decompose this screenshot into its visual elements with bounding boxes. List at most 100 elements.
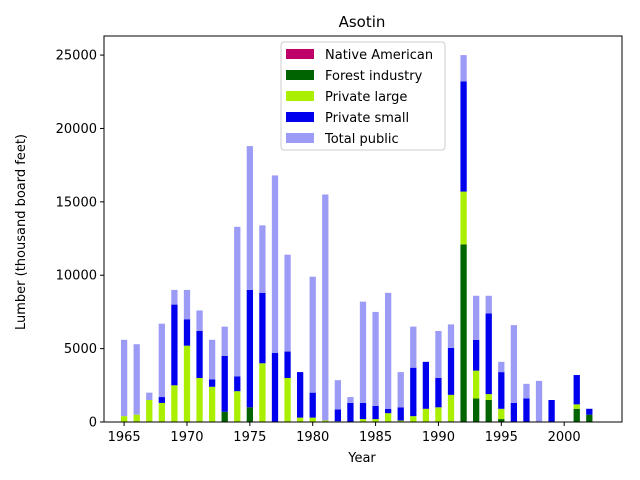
y-tick-label: 0: [89, 416, 97, 431]
bar-segment: [120, 416, 128, 422]
bar-segment: [447, 394, 455, 422]
bar-segment: [372, 405, 379, 420]
bar-segment: [259, 225, 266, 293]
bar-segment: [573, 408, 580, 422]
bar-segment: [586, 408, 593, 415]
legend-label: Forest industry: [325, 69, 423, 84]
bar-segment: [196, 310, 203, 332]
bar-segment: [410, 416, 417, 422]
bar-segment: [309, 276, 316, 393]
bar-segment: [485, 313, 492, 395]
bar-segment: [397, 372, 404, 408]
bar-segment: [234, 376, 241, 392]
bar-segment: [460, 55, 467, 82]
y-tick-label: 10000: [56, 269, 97, 284]
bar-segment: [385, 408, 392, 414]
axes-frame: [103, 35, 623, 423]
y-tick-label: 25000: [56, 49, 97, 64]
bar-segment: [284, 254, 291, 352]
bar-segment: [259, 292, 266, 364]
bar-segment: [586, 414, 593, 422]
legend-swatch: [286, 49, 314, 59]
legend-swatch: [286, 70, 314, 80]
legend-swatch: [286, 112, 314, 122]
bar-segment: [221, 326, 228, 356]
bar-segment: [208, 386, 216, 422]
bar-segment: [246, 407, 253, 422]
bar-segment: [146, 392, 153, 400]
x-tick-label: 2000: [548, 430, 581, 445]
bar-segment: [510, 402, 518, 422]
bar-segment: [385, 413, 392, 422]
bar-segment: [259, 363, 266, 422]
bar-segment: [183, 345, 191, 422]
bar-segment: [447, 324, 455, 348]
bar-segment: [397, 407, 404, 421]
bar-segment: [171, 385, 178, 422]
bar-segment: [385, 292, 392, 409]
bar-segment: [158, 323, 165, 398]
bar-segment: [485, 399, 492, 422]
bar-segment: [133, 414, 140, 422]
bar-segment: [196, 331, 203, 378]
bar-segment: [246, 289, 253, 408]
bar-segment: [133, 344, 140, 415]
bar-segment: [271, 353, 279, 422]
bar-segment: [498, 372, 505, 409]
bar-segment: [334, 380, 341, 410]
bar-segment: [498, 361, 505, 373]
bar-segment: [435, 407, 442, 422]
axes: 1965 1970 1975 1980 1985 1990 1995 200005000100…: [56, 35, 623, 445]
legend-swatch: [286, 91, 314, 101]
legend-label: Total public: [324, 132, 399, 147]
bar-segment: [208, 339, 216, 380]
bar-segment: [183, 319, 191, 346]
bar-segment: [158, 397, 165, 403]
y-axis-label: Lumber (thousand board feet): [14, 134, 29, 330]
bar-segment: [372, 311, 379, 406]
bar-segment: [347, 397, 354, 403]
bar-segment: [359, 402, 367, 420]
bar-segment: [359, 419, 367, 422]
bar-segment: [284, 377, 291, 422]
legend: Native American Forest industry Private la…: [280, 41, 446, 151]
bar-segment: [460, 244, 467, 422]
bar-segment: [347, 402, 354, 422]
plot-area: [120, 55, 593, 422]
bar-segment: [146, 399, 153, 422]
x-axis-label: Year: [347, 451, 376, 466]
bar-segment: [322, 194, 329, 421]
bar-segment: [460, 191, 467, 245]
x-tick-label: 1970: [170, 430, 203, 445]
bar-segment: [535, 380, 543, 422]
bar-segment: [271, 175, 279, 354]
bar-segment: [473, 295, 480, 340]
bar-segment: [183, 289, 191, 320]
bar-segment: [296, 372, 304, 418]
legend-label: Private large: [325, 90, 407, 105]
bar-segment: [548, 399, 555, 422]
bar-segment: [498, 419, 505, 422]
x-tick-label: 1980: [296, 430, 329, 445]
bar-segment: [510, 325, 518, 403]
chart-title: Asotin: [339, 13, 386, 31]
bar-segment: [485, 394, 492, 400]
bar-segment: [573, 375, 580, 405]
x-tick-label: 1975: [233, 430, 266, 445]
bar-segment: [473, 370, 480, 399]
bar-segment: [234, 226, 241, 377]
legend-label: Private small: [325, 111, 409, 126]
y-tick-label: 5000: [64, 342, 97, 357]
bar-segment: [447, 347, 455, 395]
x-tick-label: 1990: [422, 430, 455, 445]
bar-segment: [460, 81, 467, 192]
bar-segment: [435, 331, 442, 378]
bar-segment: [196, 377, 203, 422]
x-tick-label: 1995: [485, 430, 518, 445]
bar-segment: [171, 304, 178, 386]
bar-segment: [284, 351, 291, 378]
bar-segment: [498, 408, 505, 420]
bar-segment: [410, 326, 417, 368]
